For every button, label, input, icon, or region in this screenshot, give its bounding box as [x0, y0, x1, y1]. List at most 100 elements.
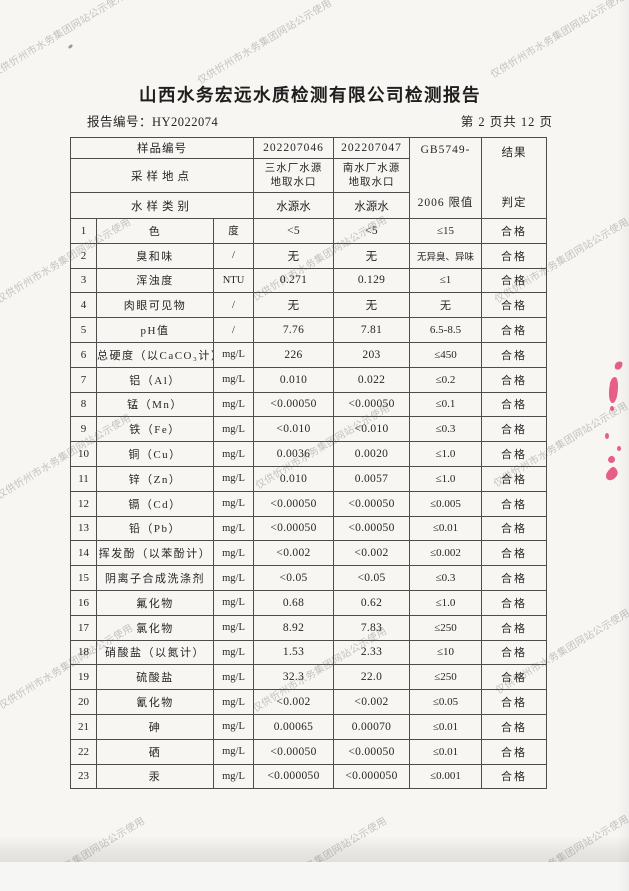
sample1-value: 0.68	[253, 589, 334, 616]
table-row: 17 氯化物 mg/L 8.92 7.83 ≤250 合格	[70, 614, 547, 641]
limit-value: ≤15	[409, 218, 482, 244]
sample1-value: <0.002	[253, 540, 334, 567]
parameter-name: 挥发酚（以苯酚计）	[96, 540, 214, 567]
scan-edge-shadow	[0, 836, 629, 862]
unit: NTU	[213, 267, 254, 294]
sample-id-2: 202207047	[333, 137, 410, 159]
limit-value: ≤0.002	[409, 540, 482, 567]
limit-value: ≤0.05	[409, 689, 482, 715]
verdict: 合格	[481, 465, 547, 492]
sample1-value: 无	[253, 292, 334, 319]
unit: mg/L	[213, 664, 254, 691]
seal-fragment	[607, 455, 616, 464]
limit-value: 6.5-8.5	[409, 317, 482, 343]
parameter-name: 硫酸盐	[96, 664, 214, 691]
unit: mg/L	[213, 341, 254, 368]
parameter-name: 砷	[96, 713, 214, 740]
table-row: 12 镉（Cd） mg/L <0.00050 <0.00050 ≤0.005 合格	[70, 490, 547, 517]
limit-value: ≤0.005	[409, 490, 482, 517]
verdict: 合格	[481, 664, 547, 691]
unit: mg/L	[213, 416, 254, 443]
header-row-type: 水样类别 水源水 水源水	[70, 192, 547, 219]
verdict: 合格	[481, 589, 547, 616]
scan-speck	[67, 43, 74, 50]
row-number: 19	[70, 664, 97, 691]
limit-value: ≤250	[409, 664, 482, 691]
location-1: 三水厂水源 地取水口	[253, 158, 334, 193]
verdict: 合格	[481, 689, 547, 715]
verdict: 合格	[481, 614, 547, 641]
location-2-line-1: 南水厂水源	[342, 162, 401, 174]
table-row: 2 臭和味 / 无无无异臭、异味 合格	[70, 242, 547, 269]
location-1-line-2: 地取水口	[270, 176, 317, 188]
table-row: 14 挥发酚（以苯酚计） mg/L <0.002 <0.002 ≤0.002 合格	[70, 540, 547, 567]
limit-value: ≤250	[409, 614, 482, 641]
result-judgement-header: 结果 判定	[481, 137, 547, 219]
parameter-name: 镉（Cd）	[96, 490, 214, 517]
watermark-text: 仅供忻州市水务集团网站公示使用	[0, 0, 129, 80]
sample2-value: <0.010	[333, 416, 410, 443]
limit-value: ≤0.3	[409, 565, 482, 591]
unit: mg/L	[213, 540, 254, 567]
limit-value: ≤0.01	[409, 713, 482, 740]
unit: mg/L	[213, 738, 254, 765]
verdict: 合格	[481, 242, 547, 269]
parameter-name: 氟化物	[96, 589, 214, 616]
table-row: 18 硝酸盐（以氮计） mg/L 1.53 2.33 ≤10 合格	[70, 639, 547, 666]
location-2: 南水厂水源 地取水口	[333, 158, 410, 193]
sample2-value: 0.0057	[333, 465, 410, 492]
sample2-value: <0.00050	[333, 515, 410, 542]
sample1-value: <0.00050	[253, 391, 334, 418]
table-row: 15 阴离子合成洗涤剂 mg/L <0.05 <0.05 ≤0.3 合格	[70, 565, 547, 591]
table-row: 11 锌（Zn） mg/L 0.010 0.0057 ≤1.0 合格	[70, 465, 547, 492]
table-body: 1 色度 <5 <5 ≤15 合格 2 臭和味 / 无无无异臭、异味 合格 3 浑浊度 NTU 0.271 0…	[70, 218, 547, 790]
row-number: 14	[70, 540, 97, 567]
unit: mg/L	[213, 713, 254, 740]
parameter-name: 铝（Al）	[96, 366, 214, 393]
sample2-value: <0.00050	[333, 738, 410, 765]
result-line-1: 结果	[501, 147, 527, 159]
parameter-name: 氯化物	[96, 614, 214, 641]
row-number: 13	[70, 515, 97, 542]
sample2-value: 7.83	[333, 614, 410, 641]
table-row: 22 硒 mg/L <0.00050 <0.00050 ≤0.01 合格	[70, 738, 547, 765]
seal-fragment	[604, 465, 620, 483]
parameter-name: pH值	[96, 317, 214, 343]
unit: /	[213, 292, 254, 319]
table-row: 8 锰（Mn） mg/L <0.00050 <0.00050 ≤0.1 合格	[70, 391, 547, 418]
limit-value: ≤0.001	[409, 763, 482, 790]
verdict: 合格	[481, 292, 547, 319]
report-meta: 报告编号：HY2022074 第 2 页共 12 页	[87, 111, 553, 130]
row-number: 3	[70, 267, 97, 294]
sample1-value: 0.271	[253, 267, 334, 294]
parameter-name: 肉眼可见物	[96, 292, 214, 319]
seal-fragment	[617, 446, 621, 451]
parameter-name: 硝酸盐（以氮计）	[96, 639, 214, 666]
sample2-value: 0.62	[333, 589, 410, 616]
table-row: 6 总硬度（以CaCO₃计） mg/L 226 203 ≤450 合格	[70, 341, 547, 368]
watermark-text: 仅供忻州市水务集团网站公示使用	[195, 0, 335, 87]
sample1-value: <0.000050	[253, 763, 334, 790]
results-table: 样品编号 202207046 202207047 GB5749- 2006 限值…	[70, 137, 547, 790]
table-row: 16 氟化物 mg/L 0.68 0.62 ≤1.0 合格	[70, 589, 547, 616]
sample2-value: 22.0	[333, 664, 410, 691]
sample1-value: 0.010	[253, 465, 334, 492]
sample2-value: 0.0020	[333, 441, 410, 467]
page-indicator: 第 2 页共 12 页	[460, 115, 553, 129]
water-type-label: 水样类别	[70, 192, 254, 219]
limit-value: ≤1.0	[409, 441, 482, 467]
sample1-value: 0.010	[253, 366, 334, 393]
row-number: 1	[70, 218, 97, 244]
row-number: 8	[70, 391, 97, 418]
sample1-value: <5	[253, 218, 334, 244]
unit: mg/L	[213, 366, 254, 393]
parameter-name: 色	[96, 218, 214, 244]
row-number: 11	[70, 465, 97, 492]
verdict: 合格	[481, 366, 547, 393]
sample2-value: 0.022	[333, 366, 410, 393]
row-number: 17	[70, 614, 97, 641]
row-number: 6	[70, 341, 97, 368]
standard-line-2: 2006 限值	[417, 197, 474, 209]
sample1-value: <0.05	[253, 565, 334, 591]
